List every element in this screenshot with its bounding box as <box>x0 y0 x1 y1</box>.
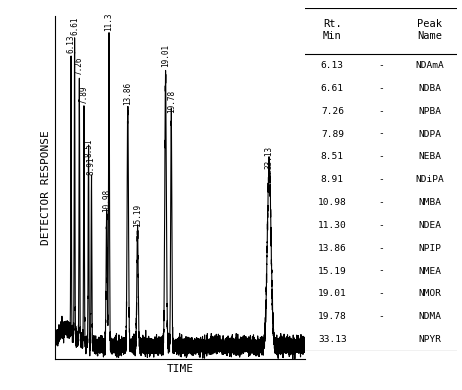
Text: -: - <box>378 289 384 298</box>
Text: NDBA: NDBA <box>419 84 441 93</box>
Text: -: - <box>378 84 384 93</box>
Text: 19.01: 19.01 <box>161 44 170 67</box>
Text: NEBA: NEBA <box>419 152 441 161</box>
Text: 19.78: 19.78 <box>318 312 347 321</box>
Text: NPIP: NPIP <box>419 244 441 253</box>
Text: 8.51: 8.51 <box>84 138 93 157</box>
Text: NDPA: NDPA <box>419 129 441 138</box>
Text: 11.30: 11.30 <box>318 221 347 230</box>
Text: 8.91: 8.91 <box>321 175 344 184</box>
Text: 8.91: 8.91 <box>87 156 96 175</box>
Text: NDAmA: NDAmA <box>415 61 444 70</box>
Text: 10.98: 10.98 <box>318 198 347 207</box>
Text: -: - <box>378 129 384 138</box>
Text: 13.86: 13.86 <box>123 82 132 105</box>
Text: 7.89: 7.89 <box>79 85 89 104</box>
Text: -: - <box>378 244 384 253</box>
Text: 19.78: 19.78 <box>167 90 176 113</box>
Text: 11.3: 11.3 <box>104 13 114 31</box>
Text: -: - <box>378 267 384 276</box>
Text: Peak
Name: Peak Name <box>418 20 443 41</box>
Text: 7.26: 7.26 <box>321 107 344 116</box>
Text: 6.61: 6.61 <box>321 84 344 93</box>
Text: 15.19: 15.19 <box>318 267 347 276</box>
Text: Rt.
Min: Rt. Min <box>323 20 342 41</box>
Text: 15.19: 15.19 <box>133 204 142 227</box>
X-axis label: TIME: TIME <box>167 364 194 374</box>
Text: NDiPA: NDiPA <box>415 175 444 184</box>
Text: 8.51: 8.51 <box>321 152 344 161</box>
Text: -: - <box>378 107 384 116</box>
Text: 19.01: 19.01 <box>318 289 347 298</box>
Text: 33.13: 33.13 <box>265 146 274 170</box>
Text: -: - <box>378 198 384 207</box>
Text: NPBA: NPBA <box>419 107 441 116</box>
Text: 13.86: 13.86 <box>318 244 347 253</box>
Text: -: - <box>378 152 384 161</box>
Text: -: - <box>378 175 384 184</box>
Text: 7.89: 7.89 <box>321 129 344 138</box>
Text: -: - <box>378 221 384 230</box>
Text: 6.13: 6.13 <box>67 34 76 53</box>
Text: NPYR: NPYR <box>419 335 441 344</box>
Text: 10.98: 10.98 <box>102 189 111 212</box>
Y-axis label: DETECTOR RESPONSE: DETECTOR RESPONSE <box>41 130 51 245</box>
Text: -: - <box>378 312 384 321</box>
Text: NDMA: NDMA <box>419 312 441 321</box>
Text: 6.61: 6.61 <box>70 16 79 35</box>
Text: NMBA: NMBA <box>419 198 441 207</box>
Text: 7.26: 7.26 <box>75 57 84 75</box>
Text: NDEA: NDEA <box>419 221 441 230</box>
Text: NMEA: NMEA <box>419 267 441 276</box>
Text: 6.13: 6.13 <box>321 61 344 70</box>
Text: 33.13: 33.13 <box>318 335 347 344</box>
Text: NMOR: NMOR <box>419 289 441 298</box>
Text: -: - <box>378 61 384 70</box>
